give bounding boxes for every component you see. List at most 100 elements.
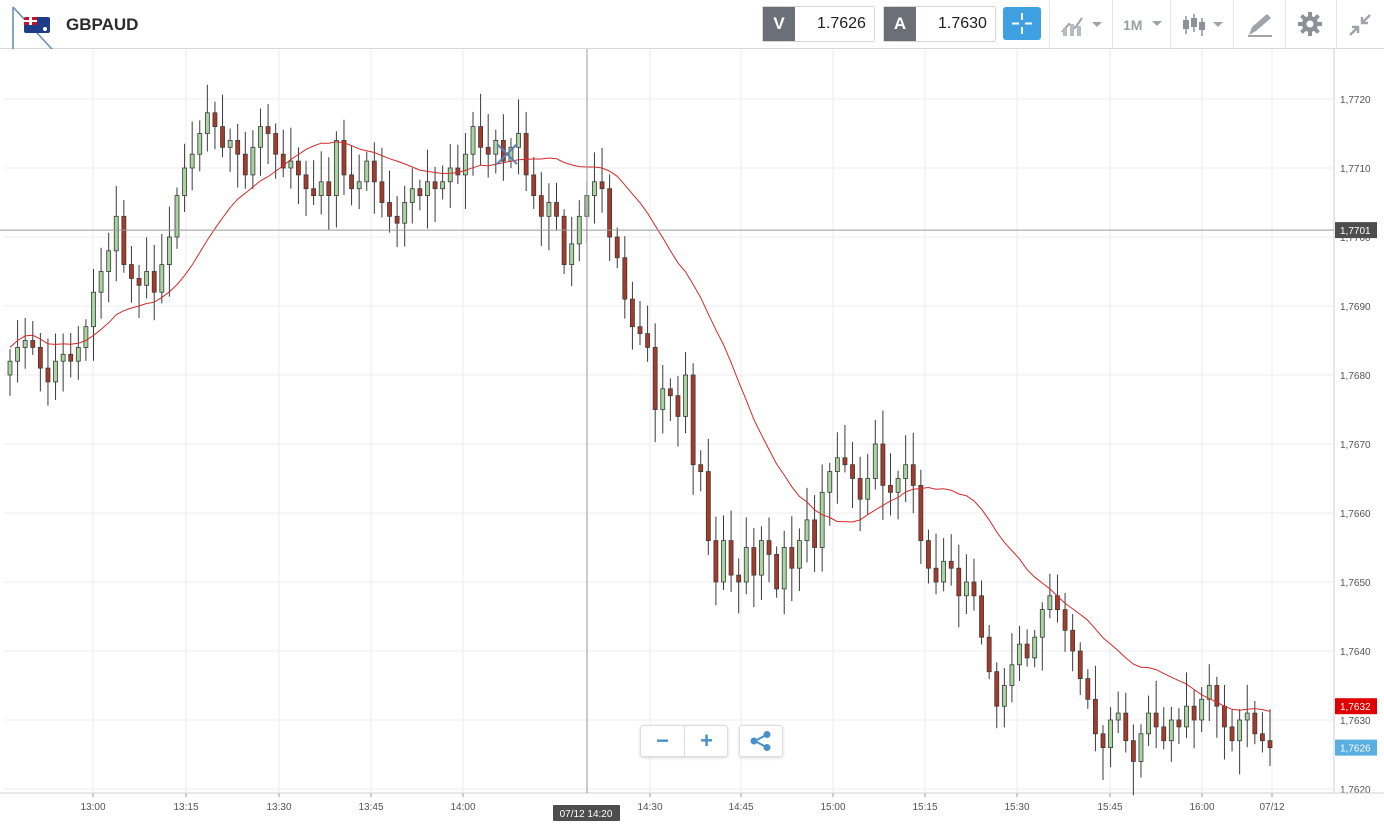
candle[interactable] xyxy=(333,140,339,197)
candle[interactable] xyxy=(1047,595,1053,610)
candle[interactable] xyxy=(857,478,863,500)
candle[interactable] xyxy=(22,340,28,348)
candle[interactable] xyxy=(204,112,210,134)
candle[interactable] xyxy=(766,540,772,555)
candle[interactable] xyxy=(83,326,89,348)
candle[interactable] xyxy=(296,160,301,176)
candle[interactable] xyxy=(1093,698,1098,735)
candle[interactable] xyxy=(538,195,544,217)
candle[interactable] xyxy=(910,464,916,486)
candle[interactable] xyxy=(91,291,96,328)
candle[interactable] xyxy=(235,140,241,155)
fullscreen-button[interactable] xyxy=(1348,13,1372,41)
candle[interactable] xyxy=(273,133,279,155)
candle[interactable] xyxy=(834,457,840,472)
candle[interactable] xyxy=(402,202,408,224)
candle[interactable] xyxy=(1244,712,1250,721)
candle[interactable] xyxy=(258,126,263,148)
indicators-button[interactable] xyxy=(1060,10,1106,38)
candle[interactable] xyxy=(698,464,704,473)
candle[interactable] xyxy=(227,140,233,148)
candle[interactable] xyxy=(1146,712,1151,735)
candle[interactable] xyxy=(1168,719,1174,742)
candle[interactable] xyxy=(630,298,635,328)
candle[interactable] xyxy=(364,160,370,183)
candle[interactable] xyxy=(189,153,195,169)
candle[interactable] xyxy=(865,478,871,500)
candle[interactable] xyxy=(728,540,734,576)
candle[interactable] xyxy=(819,491,825,548)
candle[interactable] xyxy=(561,215,567,266)
candle[interactable] xyxy=(1032,636,1038,659)
candle[interactable] xyxy=(918,484,924,541)
candle[interactable] xyxy=(804,519,810,541)
candle[interactable] xyxy=(1085,678,1091,700)
candle[interactable] xyxy=(45,367,51,383)
zoom-in-button[interactable]: + xyxy=(700,728,713,753)
candle[interactable] xyxy=(326,181,332,197)
candle[interactable] xyxy=(872,443,878,479)
candle[interactable] xyxy=(447,167,453,183)
candle[interactable] xyxy=(470,126,476,155)
candle[interactable] xyxy=(903,464,909,479)
candle[interactable] xyxy=(1024,643,1030,659)
zoom-out-button[interactable]: − xyxy=(641,726,685,756)
candle[interactable] xyxy=(759,540,764,576)
candle[interactable] xyxy=(683,374,688,417)
candle[interactable] xyxy=(113,215,119,252)
candle[interactable] xyxy=(1260,733,1265,742)
candle[interactable] xyxy=(455,167,461,176)
candle[interactable] xyxy=(250,146,256,176)
candle[interactable] xyxy=(1252,712,1258,735)
candle[interactable] xyxy=(721,540,726,583)
candle[interactable] xyxy=(850,464,855,479)
candle[interactable] xyxy=(174,195,180,238)
candle[interactable] xyxy=(159,264,165,293)
candle[interactable] xyxy=(1115,712,1121,721)
candle[interactable] xyxy=(994,671,1000,707)
candle[interactable] xyxy=(660,388,666,410)
candle[interactable] xyxy=(129,264,134,279)
candle[interactable] xyxy=(888,484,893,493)
candle[interactable] xyxy=(1206,685,1212,700)
candle[interactable] xyxy=(637,326,643,335)
chart-type-button[interactable] xyxy=(1181,10,1225,38)
candle[interactable] xyxy=(463,153,468,176)
candle[interactable] xyxy=(941,560,947,583)
candle[interactable] xyxy=(432,181,438,190)
candle[interactable] xyxy=(371,160,377,183)
candle[interactable] xyxy=(789,547,795,569)
candle[interactable] xyxy=(948,560,954,569)
candle[interactable] xyxy=(220,126,225,148)
candle[interactable] xyxy=(1108,719,1114,749)
candle[interactable] xyxy=(15,346,20,362)
candle[interactable] xyxy=(53,360,58,383)
instrument-symbol[interactable]: GBPAUD xyxy=(66,15,139,34)
candle[interactable] xyxy=(379,181,385,203)
candle[interactable] xyxy=(417,188,423,196)
candle[interactable] xyxy=(1176,719,1182,728)
candle[interactable] xyxy=(796,540,802,569)
candle[interactable] xyxy=(516,133,521,148)
candle[interactable] xyxy=(827,471,833,493)
candle[interactable] xyxy=(1229,726,1235,742)
candle[interactable] xyxy=(106,250,112,272)
candle[interactable] xyxy=(956,567,962,597)
candle[interactable] xyxy=(1123,712,1129,742)
candle[interactable] xyxy=(1191,705,1197,721)
candle[interactable] xyxy=(614,236,620,259)
candle[interactable] xyxy=(667,388,673,397)
candle[interactable] xyxy=(592,181,597,197)
candle[interactable] xyxy=(349,174,354,190)
candle[interactable] xyxy=(75,346,81,362)
candle[interactable] xyxy=(1184,705,1189,728)
candle[interactable] xyxy=(690,374,696,466)
candle[interactable] xyxy=(926,540,931,569)
candle[interactable] xyxy=(197,133,203,155)
candle[interactable] xyxy=(1070,629,1076,652)
candle[interactable] xyxy=(166,236,172,266)
candle[interactable] xyxy=(971,581,977,597)
timeframe-selector[interactable]: 1M xyxy=(1123,17,1163,45)
candle[interactable] xyxy=(979,595,984,638)
candle[interactable] xyxy=(7,360,13,376)
